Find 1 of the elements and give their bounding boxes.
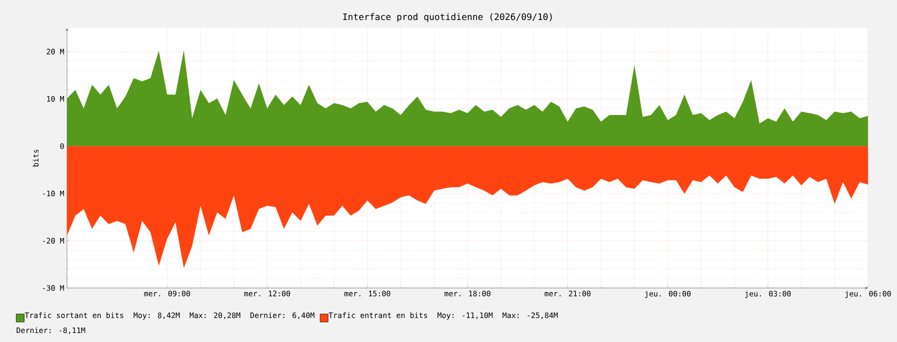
chart-title: Interface prod quotidienne (2026/09/10) [343,13,552,22]
